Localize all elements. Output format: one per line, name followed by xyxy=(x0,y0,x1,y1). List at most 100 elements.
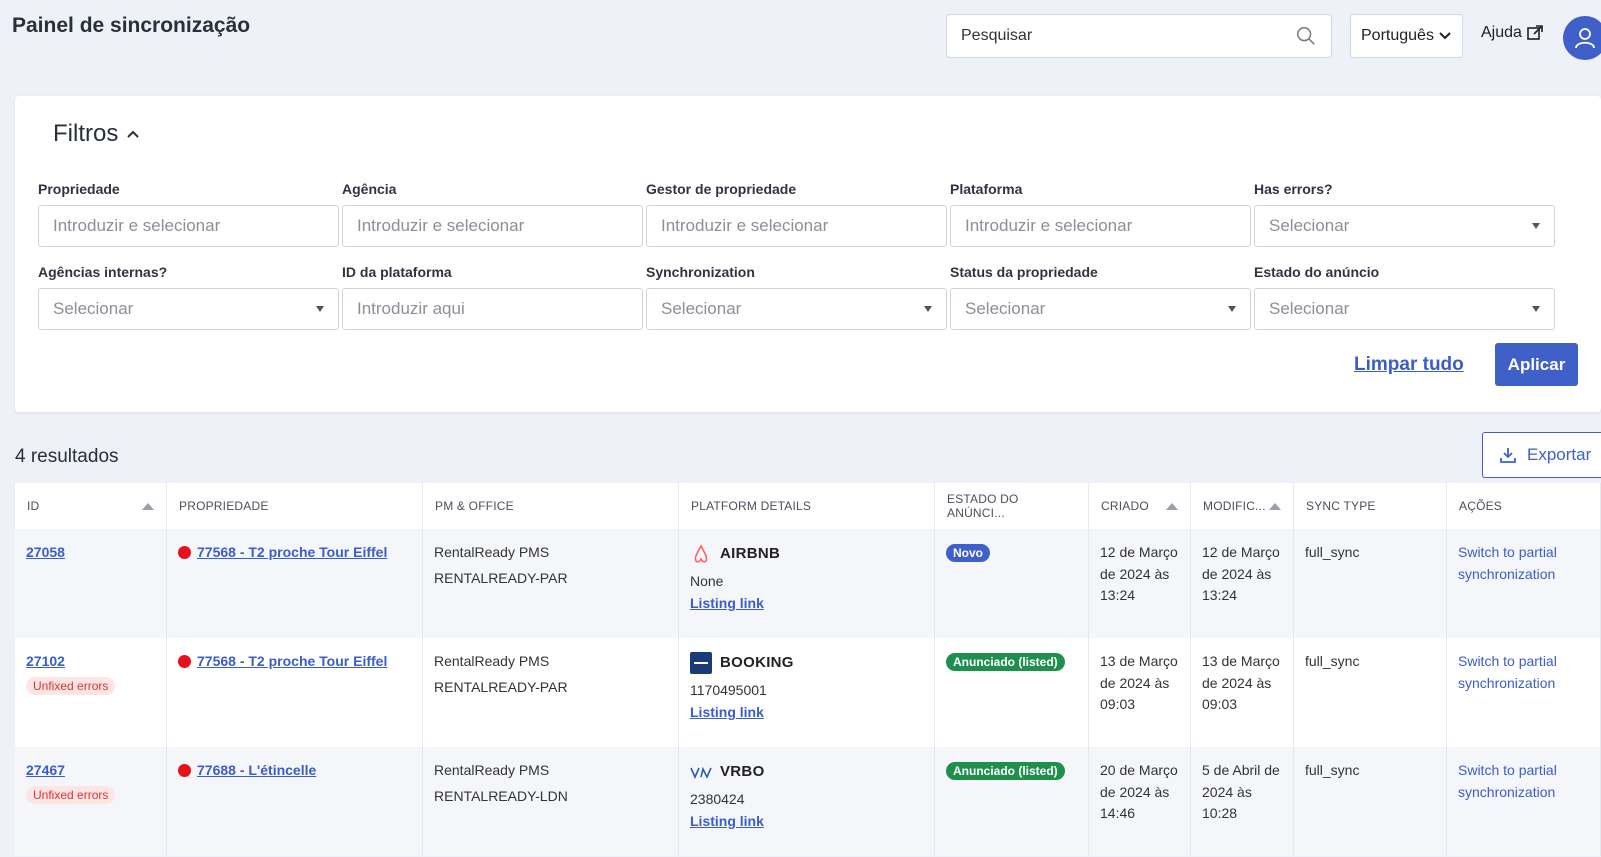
filter-label: Gestor de propriedade xyxy=(646,181,797,197)
column-header-acoes: AÇÕES xyxy=(1447,483,1601,529)
filter-agencias-internas: Agências internas? Selecionar xyxy=(38,264,339,330)
created-date: 12 de Março de 2024 às 13:24 xyxy=(1089,529,1191,638)
apply-button[interactable]: Aplicar xyxy=(1495,343,1578,386)
filter-synchronization: Synchronization Selecionar xyxy=(646,264,947,330)
filter-label: Agências internas? xyxy=(38,264,168,280)
column-header-sync-type: SYNC TYPE xyxy=(1294,483,1447,529)
export-label: Exportar xyxy=(1527,445,1592,464)
chevron-up-icon xyxy=(127,130,140,138)
results-count: 4 resultados xyxy=(15,446,119,467)
listing-link[interactable]: Listing link xyxy=(690,703,764,720)
vrbo-logo-icon xyxy=(690,761,712,783)
select-placeholder: Selecionar xyxy=(1269,216,1350,235)
table-row: 27467 Unfixed errors 77688 - L'étincelle … xyxy=(15,747,1601,856)
sync-type: full_sync xyxy=(1294,638,1447,747)
property-link[interactable]: 77568 - T2 proche Tour Eiffel xyxy=(197,544,388,560)
listing-link[interactable]: Listing link xyxy=(690,594,764,611)
property-link[interactable]: 77688 - L'étincelle xyxy=(197,762,317,778)
airbnb-logo-icon xyxy=(690,543,712,565)
sync-type: full_sync xyxy=(1294,747,1447,856)
column-header-propriedade: PROPRIEDADE xyxy=(167,483,423,529)
table-body: 27058 77568 - T2 proche Tour Eiffel Rent… xyxy=(15,529,1601,856)
caret-down-icon xyxy=(1532,223,1540,229)
filter-label: Propriedade xyxy=(38,181,120,197)
user-icon xyxy=(1575,28,1595,49)
column-header-id[interactable]: ID xyxy=(15,483,167,529)
select-placeholder: Selecionar xyxy=(1269,299,1350,318)
caret-down-icon xyxy=(1228,306,1236,312)
search-icon[interactable] xyxy=(1295,25,1317,47)
filter-status-propriedade: Status da propriedade Selecionar xyxy=(950,264,1251,330)
sort-icon[interactable] xyxy=(1166,502,1178,510)
error-badge: Unfixed errors xyxy=(26,676,116,695)
switch-partial-sync-link[interactable]: Switch to partial synchronization xyxy=(1458,653,1557,691)
filter-estado-anuncio: Estado do anúncio Selecionar xyxy=(1254,264,1555,330)
filter-plataforma: Plataforma xyxy=(950,181,1251,247)
listing-link[interactable]: Listing link xyxy=(690,812,764,829)
caret-down-icon xyxy=(924,306,932,312)
language-select[interactable]: Português xyxy=(1350,14,1463,58)
switch-partial-sync-link[interactable]: Switch to partial synchronization xyxy=(1458,762,1557,800)
filters-panel: Filtros Propriedade Agência Gestor de pr… xyxy=(15,96,1601,412)
download-icon xyxy=(1500,448,1516,463)
column-header-estado-anuncio: ESTADO DO ANÚNCI... xyxy=(935,483,1089,529)
clear-all-link[interactable]: Limpar tudo xyxy=(1354,354,1464,375)
export-button[interactable]: Exportar xyxy=(1482,432,1601,478)
row-id-link[interactable]: 27058 xyxy=(26,544,65,560)
status-dot-icon xyxy=(178,655,191,669)
column-header-modificado[interactable]: MODIFIC... xyxy=(1191,483,1294,529)
status-propriedade-select[interactable]: Selecionar xyxy=(950,288,1251,330)
filter-label: Agência xyxy=(342,181,397,197)
status-badge: Novo xyxy=(946,544,990,562)
filter-propriedade: Propriedade xyxy=(38,181,339,247)
status-dot-icon xyxy=(178,764,191,778)
user-avatar[interactable] xyxy=(1563,16,1601,60)
caret-down-icon xyxy=(1532,306,1540,312)
search-input[interactable] xyxy=(961,27,1295,45)
search-box[interactable] xyxy=(946,14,1332,58)
synchronization-select[interactable]: Selecionar xyxy=(646,288,947,330)
status-dot-icon xyxy=(178,546,191,560)
sync-type: full_sync xyxy=(1294,529,1447,638)
table-header: ID PROPRIEDADE PM & OFFICE PLATFORM DETA… xyxy=(15,483,1601,529)
top-bar: Painel de sincronização Português Ajuda xyxy=(0,0,1601,80)
property-link[interactable]: 77568 - T2 proche Tour Eiffel xyxy=(197,653,388,669)
propriedade-input[interactable] xyxy=(53,216,324,236)
select-placeholder: Selecionar xyxy=(661,299,742,318)
page-title: Painel de sincronização xyxy=(12,14,251,37)
id-plataforma-input[interactable] xyxy=(357,299,628,319)
status-badge: Anunciado (listed) xyxy=(946,653,1065,671)
sort-icon[interactable] xyxy=(1269,502,1281,510)
select-placeholder: Selecionar xyxy=(53,299,134,318)
modified-date: 13 de Março de 2024 às 09:03 xyxy=(1191,638,1294,747)
plataforma-input[interactable] xyxy=(965,216,1236,236)
office-name: RENTALREADY-PAR xyxy=(434,678,568,695)
external-link-icon xyxy=(1527,25,1543,40)
created-date: 20 de Março de 2024 às 14:46 xyxy=(1089,747,1191,856)
gestor-input[interactable] xyxy=(661,216,932,236)
agencias-internas-select[interactable]: Selecionar xyxy=(38,288,339,330)
pm-name: RentalReady PMS xyxy=(434,653,550,669)
office-name: RENTALREADY-PAR xyxy=(434,569,568,586)
table-row: 27102 Unfixed errors 77568 - T2 proche To… xyxy=(15,638,1601,747)
office-name: RENTALREADY-LDN xyxy=(434,787,568,804)
platform-id: 1170495001 xyxy=(690,682,767,699)
sort-icon[interactable] xyxy=(142,502,154,510)
help-link[interactable]: Ajuda xyxy=(1481,24,1544,42)
has-errors-select[interactable]: Selecionar xyxy=(1254,205,1555,247)
row-id-link[interactable]: 27467 xyxy=(26,762,65,778)
error-badge: Unfixed errors xyxy=(26,785,116,804)
platform-name: VRBO xyxy=(720,763,765,780)
help-label: Ajuda xyxy=(1481,24,1522,41)
column-header-criado[interactable]: CRIADO xyxy=(1089,483,1191,529)
estado-anuncio-select[interactable]: Selecionar xyxy=(1254,288,1555,330)
platform-name: AIRBNB xyxy=(720,545,781,562)
pm-name: RentalReady PMS xyxy=(434,762,550,778)
filters-toggle[interactable]: Filtros xyxy=(53,120,140,148)
filter-label: Has errors? xyxy=(1254,181,1333,197)
modified-date: 5 de Abril de 2024 às 10:28 xyxy=(1191,747,1294,856)
switch-partial-sync-link[interactable]: Switch to partial synchronization xyxy=(1458,544,1557,582)
row-id-link[interactable]: 27102 xyxy=(26,653,65,669)
booking-logo-icon xyxy=(690,651,712,674)
agencia-input[interactable] xyxy=(357,216,628,236)
